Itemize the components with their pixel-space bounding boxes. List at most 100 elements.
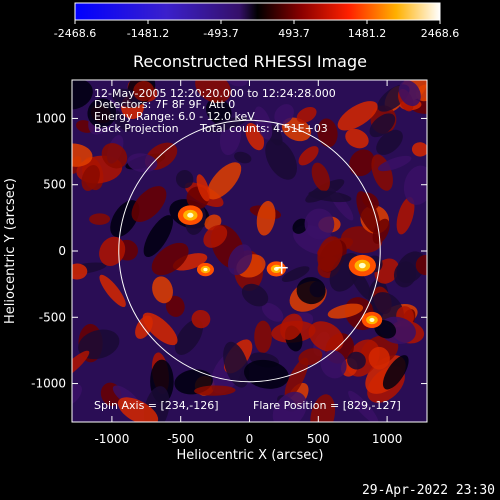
colorbar-tick-label: -493.7 [203,27,238,40]
emission-blob [292,218,308,234]
emission-blob [254,106,273,140]
emission-blob [304,208,335,240]
annotation-block: 12-May-2005 12:20:20.000 to 12:24:28.000… [94,87,401,412]
emission-blob [311,162,330,192]
emission-texture [72,80,427,422]
emission-blob [227,244,253,276]
hot-spot-peak [369,317,375,322]
emission-blob [72,80,93,110]
emission-blob [256,200,276,236]
emission-blob [348,390,379,422]
emission-blob [337,101,378,131]
emission-blob [272,391,307,422]
hot-spot-peak [203,267,208,272]
emission-blob [274,104,294,125]
spin-axis-text: Spin Axis = [234,-126] [94,399,219,412]
emission-blob [151,242,189,276]
emission-blob [265,138,297,180]
emission-blob [403,165,427,205]
x-tick-label: 0 [246,432,254,446]
emission-blob [195,80,231,103]
emission-blob [372,218,390,244]
flare-position-text: Flare Position = [829,-127] [253,399,401,412]
emission-blob [110,200,140,238]
emission-blob [127,153,158,173]
emission-blob [194,385,236,396]
total-counts-text: Total counts: 4.51E+03 [199,122,328,135]
emission-blob [133,80,155,102]
emission-blob [143,215,174,258]
emission-blob [317,118,338,148]
emission-blob [81,165,100,191]
emission-blob [349,149,375,177]
emission-blob [165,295,185,317]
x-tick-label: 500 [307,432,330,446]
colorbar-ticks: -2468.6 -1481.2 -493.7 493.7 1481.2 2468.6 [54,20,459,40]
emission-blob [396,196,415,235]
hot-spot-peak [358,262,366,269]
emission-blob [376,129,403,155]
plot-area [72,80,427,422]
emission-blob [345,128,369,149]
emission-blob [281,266,310,282]
emission-blob [393,261,417,288]
emission-blob [175,170,194,189]
emission-blob [191,309,211,329]
emission-blob [327,303,364,319]
emission-blob [99,274,126,308]
y-tick-label: 0 [58,244,66,258]
emission-blob [317,236,343,272]
emission-blob [174,319,203,355]
emission-blob [296,277,326,305]
x-tick-label: -500 [167,432,194,446]
y-tick-label: -1000 [31,377,66,391]
colorbar-tick-label: 2468.6 [421,27,460,40]
emission-blob [205,97,232,125]
emission-blob [347,351,366,370]
chart-title: Reconstructed RHESSI Image [133,52,367,71]
emission-blob [308,321,344,352]
emission-blob [320,350,347,379]
emission-blob [296,106,317,123]
emission-blob [382,355,409,390]
emission-blob [280,313,303,341]
x-tick-label: -1000 [94,432,129,446]
x-tick-label: 1000 [372,432,403,446]
footer-date: 29-Apr-2022 23:30 [361,483,495,498]
emission-blob [298,348,323,366]
emission-blob [254,320,272,354]
emission-blob [117,397,159,422]
emission-blob [152,276,173,304]
colorbar [74,2,441,21]
emission-blob [234,151,252,164]
emission-blob [206,162,242,200]
y-tick-label: -500 [39,310,66,324]
energy-range-text: Energy Range: 6.0 - 12.0 keV [94,110,255,123]
emission-blob [72,143,93,167]
hot-spot-peak [187,212,194,218]
colorbar-tick-label: -2468.6 [54,27,96,40]
solar-limb-circle [118,119,381,383]
axes: -1000 -500 0 500 1000 1000 500 0 -500 -1000 [31,80,427,446]
hot-spots [177,205,383,328]
emission-blob [284,357,309,399]
colorbar-tick-label: -1481.2 [127,27,169,40]
emission-blob [377,155,412,172]
colorbar-tick-label: 493.7 [278,27,310,40]
method-text: Back Projection [94,122,179,135]
emission-blob [368,346,390,370]
x-axis-label: Heliocentric X (arcsec) [177,448,324,463]
emission-blob [89,213,111,225]
emission-blob [131,186,167,222]
emission-blob [298,146,319,166]
emission-blob [369,113,396,138]
time-range-text: 12-May-2005 12:20:20.000 to 12:24:28.000 [94,87,336,100]
emission-blob [87,98,117,128]
emission-blob [223,341,250,388]
emission-blob [411,142,427,157]
emission-blob [72,350,90,381]
crosshair-marker [275,261,288,274]
emission-blob [196,174,210,202]
emission-blob [308,190,352,203]
